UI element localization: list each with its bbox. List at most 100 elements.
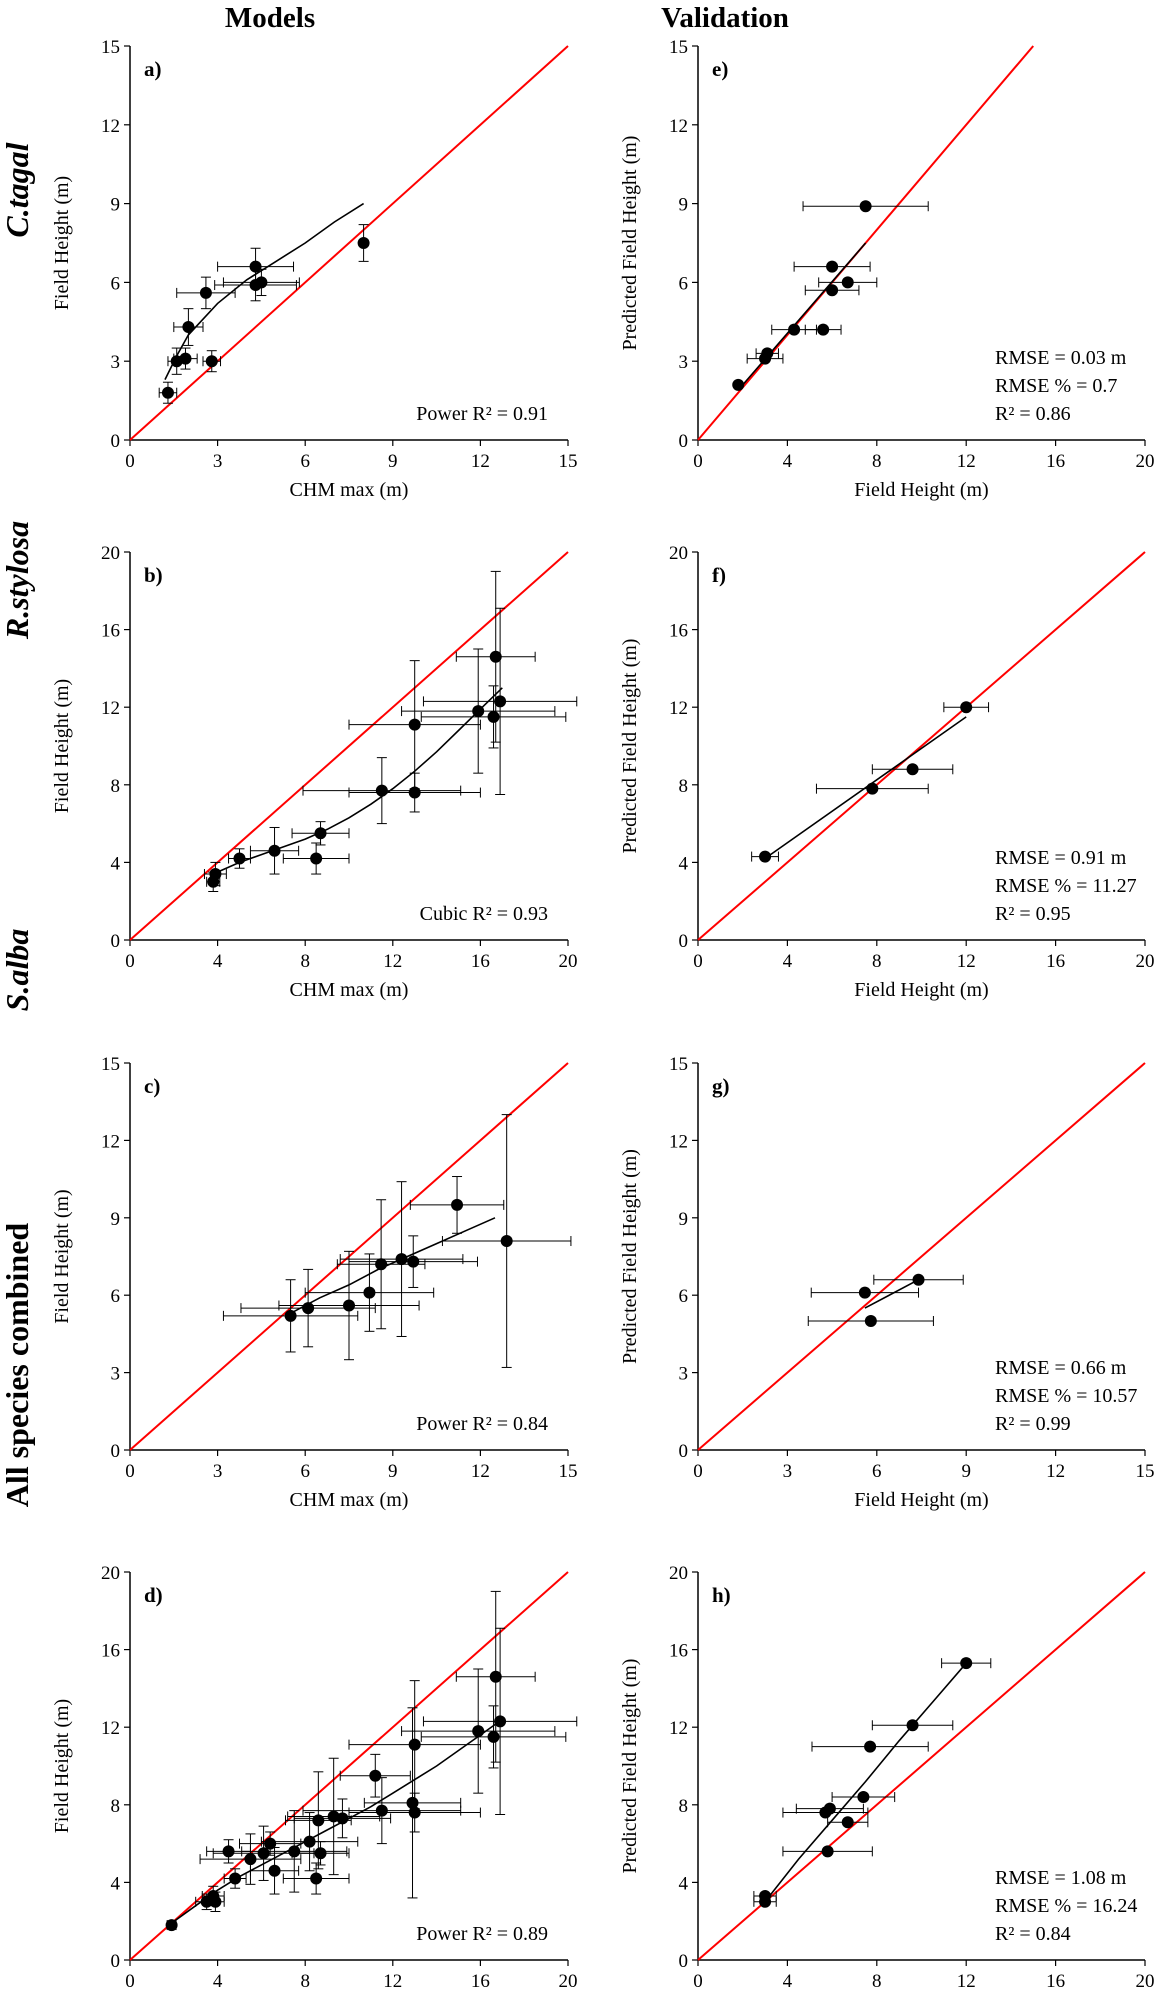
y-tick-label: 12 — [101, 116, 120, 137]
annotation-text: RMSE = 1.08 m — [995, 1867, 1127, 1889]
x-tick-label: 12 — [471, 451, 490, 472]
data-point — [841, 1816, 854, 1829]
x-axis-label: Field Height (m) — [854, 1489, 988, 1511]
data-point — [408, 1738, 421, 1751]
x-axis-label: CHM max (m) — [290, 979, 409, 1001]
y-tick-label: 20 — [669, 543, 688, 564]
data-point — [209, 1895, 222, 1908]
y-tick-label: 3 — [679, 352, 689, 373]
y-tick-label: 6 — [679, 1286, 689, 1307]
data-point — [487, 1730, 500, 1743]
data-point — [759, 1889, 772, 1902]
annotation-text: Power R² = 0.89 — [416, 1923, 548, 1945]
data-point — [732, 378, 745, 391]
x-tick-label: 6 — [300, 451, 310, 472]
y-axis-label: Predicted Field Height (m) — [619, 1149, 641, 1364]
data-point — [859, 200, 872, 213]
y-axis-label: Predicted Field Height (m) — [619, 136, 641, 351]
chart-a: 0 3 6 9 12 15 0 3 6 9 12 15 CHM max (m) Field Height … — [51, 37, 578, 501]
x-tick-label: 20 — [559, 951, 578, 972]
y-tick-label: 16 — [101, 1641, 120, 1662]
x-tick-label: 8 — [300, 951, 310, 972]
data-point — [303, 1835, 316, 1848]
data-point — [284, 1309, 297, 1322]
x-tick-label: 0 — [693, 1971, 703, 1990]
annotation-text: Cubic R² = 0.93 — [420, 903, 548, 925]
y-tick-label: 0 — [111, 431, 121, 452]
x-tick-label: 0 — [693, 1461, 703, 1482]
x-tick-label: 3 — [213, 1461, 223, 1482]
y-tick-label: 16 — [101, 621, 120, 642]
x-tick-label: 0 — [125, 451, 135, 472]
data-point — [821, 1845, 834, 1858]
data-point — [472, 1725, 485, 1738]
x-tick-label: 16 — [471, 1971, 490, 1990]
identity-line — [129, 551, 569, 941]
x-tick-label: 8 — [872, 1971, 882, 1990]
data-point — [375, 1258, 388, 1271]
y-tick-label: 20 — [669, 1563, 688, 1584]
x-tick-label: 9 — [388, 451, 398, 472]
header-models: Models — [224, 2, 316, 34]
identity-line — [697, 45, 1035, 441]
data-point — [205, 355, 218, 368]
data-point — [500, 1235, 513, 1248]
y-tick-label: 0 — [679, 431, 689, 452]
data-point — [302, 1302, 315, 1315]
data-point — [369, 1769, 382, 1782]
x-tick-label: 8 — [872, 951, 882, 972]
y-tick-label: 4 — [111, 1873, 121, 1894]
data-point — [788, 323, 801, 336]
data-point — [375, 784, 388, 797]
y-axis-label: Field Height (m) — [51, 1189, 73, 1323]
data-point — [407, 1255, 420, 1268]
data-point — [209, 868, 222, 881]
x-tick-label: 0 — [125, 951, 135, 972]
y-tick-label: 9 — [679, 195, 689, 216]
x-tick-label: 9 — [388, 1461, 398, 1482]
fit-line — [171, 1718, 503, 1924]
x-tick-label: 4 — [783, 951, 793, 972]
data-point — [494, 695, 507, 708]
y-axis-label: Field Height (m) — [51, 176, 73, 310]
annotation-text: RMSE % = 11.27 — [995, 875, 1137, 897]
y-tick-label: 16 — [669, 621, 688, 642]
panel-label: e) — [712, 57, 728, 81]
x-tick-label: 0 — [125, 1461, 135, 1482]
y-tick-label: 6 — [679, 273, 689, 294]
fit-line — [764, 1662, 967, 1903]
x-tick-label: 3 — [783, 1461, 793, 1482]
annotation-text: RMSE % = 10.57 — [995, 1385, 1137, 1407]
data-point — [244, 1853, 257, 1866]
data-point — [817, 323, 830, 336]
y-tick-label: 12 — [669, 1131, 688, 1152]
y-axis-label: Field Height (m) — [51, 1699, 73, 1833]
x-tick-label: 20 — [1136, 1971, 1155, 1990]
y-tick-label: 12 — [669, 698, 688, 719]
data-point — [229, 1872, 242, 1885]
data-point — [182, 321, 195, 334]
identity-line — [129, 1571, 569, 1961]
panel-label: a) — [144, 57, 162, 81]
y-axis-label: Predicted Field Height (m) — [619, 639, 641, 854]
y-tick-label: 16 — [669, 1641, 688, 1662]
x-tick-label: 12 — [383, 951, 402, 972]
x-tick-label: 16 — [1046, 451, 1065, 472]
x-axis-label: Field Height (m) — [854, 479, 988, 501]
x-tick-label: 16 — [471, 951, 490, 972]
data-point — [310, 852, 323, 865]
x-axis-label: Field Height (m) — [854, 979, 988, 1001]
x-tick-label: 4 — [213, 951, 223, 972]
y-tick-label: 4 — [111, 853, 121, 874]
y-tick-label: 9 — [111, 195, 121, 216]
y-tick-label: 12 — [101, 1131, 120, 1152]
annotation-text: R² = 0.99 — [995, 1413, 1071, 1435]
data-point — [761, 347, 774, 360]
x-tick-label: 4 — [783, 1971, 793, 1990]
y-axis-label: Predicted Field Height (m) — [619, 1659, 641, 1874]
chart-g: 0 3 6 9 12 15 0 3 6 9 12 15 Field Height (m) Predicte… — [619, 1054, 1155, 1511]
y-tick-label: 0 — [111, 1951, 121, 1972]
data-point — [906, 1719, 919, 1732]
y-tick-label: 20 — [101, 1563, 120, 1584]
